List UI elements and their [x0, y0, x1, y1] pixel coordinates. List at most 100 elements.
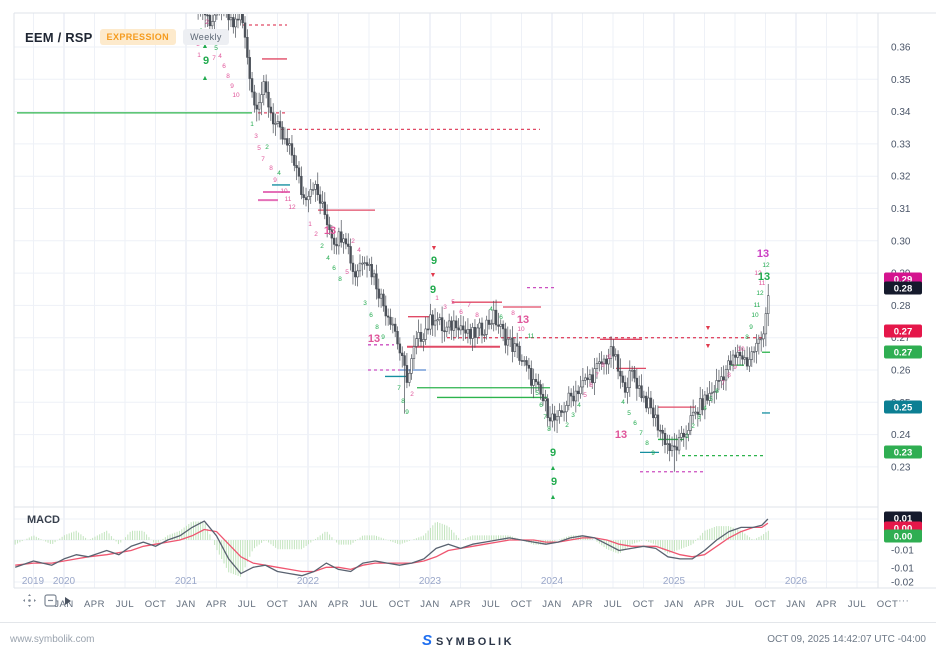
svg-text:9: 9 — [733, 364, 737, 371]
candlestick-series — [197, 14, 770, 472]
svg-text:4: 4 — [621, 399, 625, 406]
svg-text:13: 13 — [758, 271, 770, 283]
price-axis[interactable]: 0.360.350.340.330.320.310.300.290.280.27… — [884, 43, 922, 589]
month-label: APR — [572, 599, 593, 610]
svg-text:3: 3 — [443, 304, 447, 311]
pan-crosshair-icon[interactable] — [22, 593, 37, 608]
svg-text:8: 8 — [226, 73, 230, 80]
price-badge — [884, 400, 922, 414]
month-label: OCT — [145, 599, 167, 610]
svg-text:10: 10 — [280, 188, 288, 195]
svg-text:▲: ▲ — [202, 75, 209, 82]
month-label: JUL — [116, 599, 134, 610]
website-link[interactable]: www.symbolik.com — [10, 634, 95, 645]
svg-text:5: 5 — [535, 390, 539, 397]
svg-text:3: 3 — [571, 412, 575, 419]
svg-text:9: 9 — [607, 354, 611, 361]
svg-text:2: 2 — [265, 144, 269, 151]
svg-text:3: 3 — [363, 300, 367, 307]
month-label: JUL — [848, 599, 866, 610]
expression-badge[interactable]: EXPRESSION — [99, 29, 177, 45]
svg-text:4: 4 — [326, 255, 330, 262]
svg-text:7: 7 — [397, 385, 401, 392]
svg-text:10: 10 — [737, 346, 745, 353]
macd-tick-label: -0.01 — [891, 564, 914, 575]
price-badge-text: 0.25 — [894, 403, 913, 414]
svg-text:4: 4 — [489, 306, 493, 313]
svg-text:6: 6 — [539, 402, 543, 409]
svg-text:6: 6 — [459, 309, 463, 316]
price-badge-text: 0.23 — [894, 448, 913, 459]
svg-text:8: 8 — [511, 310, 515, 317]
month-label: APR — [816, 599, 837, 610]
price-tick-label: 0.33 — [891, 139, 911, 150]
svg-text:13: 13 — [324, 225, 336, 237]
svg-text:12: 12 — [288, 204, 296, 211]
play-forward-icon[interactable] — [64, 596, 72, 606]
price-badge — [884, 529, 922, 543]
price-badge — [884, 511, 922, 525]
price-tick-label: 0.27 — [891, 333, 911, 344]
svg-text:6: 6 — [715, 388, 719, 395]
svg-text:5: 5 — [583, 392, 587, 399]
year-label: 2019 — [22, 576, 45, 587]
axis-more-button[interactable]: ··· — [898, 595, 909, 607]
month-label: JUL — [604, 599, 622, 610]
month-label: OCT — [877, 599, 899, 610]
price-tick-label: 0.24 — [891, 430, 911, 441]
svg-text:8: 8 — [547, 426, 551, 433]
svg-text:10: 10 — [517, 326, 525, 333]
svg-text:8: 8 — [375, 324, 379, 331]
price-badge-text: 0.27 — [894, 327, 913, 338]
month-label: JUL — [238, 599, 256, 610]
svg-text:11: 11 — [285, 196, 292, 203]
svg-text:9: 9 — [551, 476, 557, 488]
svg-text:5: 5 — [257, 145, 261, 152]
svg-text:6: 6 — [589, 382, 593, 389]
svg-text:6: 6 — [222, 63, 226, 70]
year-label: 2022 — [297, 576, 320, 587]
price-tick-label: 0.26 — [891, 366, 911, 377]
month-label: OCT — [511, 599, 533, 610]
price-tick-label: 0.31 — [891, 204, 911, 215]
price-badge-text: 0.28 — [894, 284, 913, 295]
svg-text:4: 4 — [577, 402, 581, 409]
price-tick-label: 0.28 — [891, 301, 911, 312]
price-badge-text: 0.00 — [894, 524, 913, 535]
price-tick-label: 0.35 — [891, 75, 911, 86]
svg-text:11: 11 — [759, 280, 766, 287]
svg-text:3: 3 — [254, 133, 258, 140]
svg-text:5: 5 — [451, 299, 455, 306]
svg-text:1: 1 — [685, 433, 689, 440]
svg-text:5: 5 — [627, 410, 631, 417]
svg-text:▲: ▲ — [202, 43, 209, 50]
month-label: JUL — [726, 599, 744, 610]
chart-header: EEM / RSP EXPRESSION Weekly — [25, 29, 229, 45]
svg-text:▲: ▲ — [550, 494, 557, 501]
month-label: APR — [450, 599, 471, 610]
svg-text:2: 2 — [320, 243, 324, 250]
price-badge — [884, 281, 922, 295]
svg-text:2: 2 — [205, 19, 209, 26]
price-tick-label: 0.23 — [891, 462, 911, 473]
price-badge-text: 0.00 — [894, 532, 913, 543]
timeframe-badge[interactable]: Weekly — [183, 29, 229, 45]
svg-text:9: 9 — [431, 255, 437, 267]
month-label: JUL — [360, 599, 378, 610]
month-label: JAN — [298, 599, 317, 610]
svg-text:5: 5 — [214, 45, 218, 52]
svg-text:8: 8 — [269, 165, 273, 172]
year-label: 2020 — [53, 576, 76, 587]
month-label: OCT — [267, 599, 289, 610]
svg-text:6: 6 — [332, 265, 336, 272]
svg-text:10: 10 — [232, 92, 240, 99]
svg-text:▼: ▼ — [705, 325, 712, 332]
collapse-range-icon[interactable] — [43, 593, 58, 608]
macd-main-line — [14, 518, 769, 577]
footer-bar: www.symbolik.com S SYMBOLIK OCT 09, 2025 … — [0, 622, 936, 659]
macd-tick-label: -0.02 — [891, 578, 914, 589]
svg-text:10: 10 — [751, 312, 759, 319]
time-axis[interactable]: 2019 2020 2021 2022 2023 2024 2025 2026 JAN APR JU… — [22, 576, 898, 610]
